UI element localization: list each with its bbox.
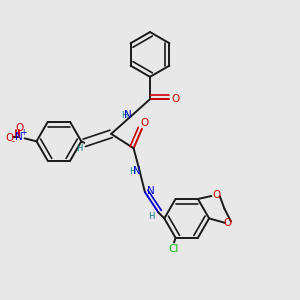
Text: N: N — [15, 132, 23, 142]
Text: O: O — [172, 94, 180, 104]
Text: -: - — [12, 137, 15, 146]
Text: N: N — [124, 110, 132, 120]
Text: H: H — [148, 212, 155, 221]
Text: H: H — [129, 167, 135, 176]
Text: O: O — [15, 123, 23, 133]
Text: N: N — [133, 166, 140, 176]
Text: O: O — [213, 190, 221, 200]
Text: N: N — [147, 186, 155, 196]
Text: +: + — [20, 128, 26, 137]
Text: O: O — [5, 133, 14, 143]
Text: H: H — [76, 144, 82, 153]
Text: Cl: Cl — [169, 244, 179, 254]
Text: O: O — [140, 118, 148, 128]
Text: H: H — [121, 111, 127, 120]
Text: O: O — [224, 218, 232, 228]
